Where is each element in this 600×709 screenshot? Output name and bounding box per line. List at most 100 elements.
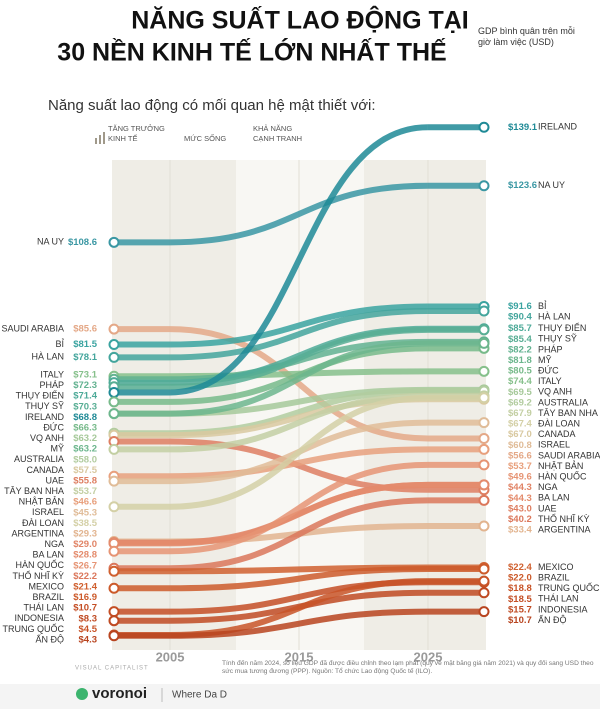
left-value: $28.8	[73, 550, 97, 561]
left-label: NA UY	[37, 237, 64, 247]
series-line	[170, 124, 428, 396]
right-value: $15.7	[508, 604, 532, 615]
right-label: NA UY	[538, 180, 565, 190]
x-tick-label: 2005	[156, 649, 185, 664]
flag	[108, 582, 120, 594]
series-line	[170, 566, 428, 592]
subtitle-box: GDP bình quân trên mỗi giờ làm việc (USD…	[478, 26, 575, 47]
left-label: THÁI LAN	[23, 603, 64, 613]
left-value: $57.5	[73, 465, 97, 476]
series-line	[170, 446, 428, 480]
right-label: MỸ	[538, 355, 552, 365]
flag	[108, 545, 120, 557]
right-value: $22.4	[508, 562, 532, 573]
left-value: $29.3	[73, 529, 97, 540]
series-line	[170, 608, 428, 639]
left-label: IRELAND	[25, 412, 65, 422]
right-label: VQ ANH	[538, 387, 572, 397]
right-value: $85.4	[508, 334, 532, 345]
left-value: $10.7	[73, 603, 97, 614]
left-label: UAE	[45, 475, 64, 485]
series-line	[170, 392, 428, 453]
flag	[108, 501, 120, 513]
right-value: $67.9	[508, 408, 532, 419]
right-label: THỔ NHĨ KỲ	[538, 513, 590, 524]
right-label: ĐÀI LOAN	[538, 418, 580, 428]
series-line	[170, 481, 428, 547]
factor-box: TĂNG TRƯỞNG KINH TẾ	[108, 124, 165, 143]
right-value: $69.2	[508, 397, 532, 408]
factor-box: MỨC SỐNG	[184, 134, 227, 143]
left-label: MỸ	[51, 444, 65, 454]
right-label: NGA	[538, 482, 558, 492]
subtitle: GDP bình quân trên mỗi giờ làm việc (USD…	[478, 26, 575, 47]
factor: TĂNG TRƯỞNG KINH TẾ	[108, 124, 165, 143]
flag	[478, 563, 490, 575]
right-value: $43.0	[508, 503, 532, 514]
left-label: BA LAN	[32, 550, 64, 560]
series-line	[170, 394, 428, 510]
flag	[108, 565, 120, 577]
left-label: NHẬT BẢN	[19, 496, 64, 507]
right-value: $91.6	[508, 301, 532, 312]
flag	[108, 606, 120, 618]
logo-icon	[76, 688, 88, 700]
left-value: $4.3	[79, 635, 98, 646]
right-label: TRUNG QUỐC	[538, 582, 600, 593]
brand: VISUAL CAPITALIST	[75, 666, 149, 672]
flag	[108, 443, 120, 455]
left-value: $45.3	[73, 507, 97, 518]
right-label: NHẬT BẢN	[538, 460, 583, 471]
left-value: $29.0	[73, 539, 97, 550]
series-line	[170, 182, 428, 246]
left-label: ĐÀI LOAN	[22, 518, 64, 528]
right-label: PHÁP	[538, 344, 563, 354]
right-label: ĐỨC	[538, 365, 559, 375]
footer-bar	[0, 684, 600, 709]
left-label: SAUDI ARABIA	[1, 323, 64, 333]
right-label: ITALY	[538, 376, 562, 386]
left-value: $58.0	[73, 454, 97, 465]
right-label: ẤN ĐỘ	[538, 615, 567, 625]
series-line	[170, 307, 428, 361]
left-label: ARGENTINA	[11, 528, 64, 538]
right-label: ARGENTINA	[538, 524, 591, 534]
right-label: HÀN QUỐC	[538, 470, 587, 481]
right-label: INDONESIA	[538, 604, 588, 614]
left-value: $66.3	[73, 423, 97, 434]
series-line	[170, 461, 428, 555]
right-value: $90.4	[508, 312, 532, 323]
factor: KHẢ NĂNG CẠNH TRANH	[253, 124, 303, 143]
left-label: TÂY BAN NHA	[4, 486, 64, 496]
right-label: CANADA	[538, 429, 576, 439]
right-value: $81.8	[508, 355, 532, 366]
flag	[478, 587, 490, 599]
flag	[478, 606, 490, 618]
right-label: BA LAN	[538, 493, 570, 503]
factor: MỨC SỐNG	[184, 134, 227, 143]
left-label: PHÁP	[39, 380, 64, 390]
series-line	[170, 326, 428, 442]
right-value: $56.6	[508, 450, 532, 461]
left-value: $72.3	[73, 380, 97, 391]
flag	[478, 365, 490, 377]
series-line	[170, 326, 428, 390]
left-value: $21.4	[73, 582, 97, 593]
right-value: $44.3	[508, 482, 532, 493]
left-value: $22.2	[73, 571, 97, 582]
right-value: $80.5	[508, 366, 532, 377]
plot: 2005 2015 2025	[108, 121, 490, 664]
left-value: $38.5	[73, 518, 97, 529]
left-label: NGA	[44, 539, 64, 549]
right-label: THỤY ĐIỂN	[538, 322, 586, 333]
flag	[108, 396, 120, 408]
note-box: Tính đến năm 2024, số liệu GDP đã được đ…	[222, 660, 594, 675]
flag	[478, 575, 490, 587]
right-value: $44.3	[508, 493, 532, 504]
left-value: $46.6	[73, 497, 97, 508]
factor-box: KHẢ NĂNG CẠNH TRANH	[253, 124, 303, 143]
right-value: $49.6	[508, 472, 532, 483]
series-line	[170, 340, 428, 417]
